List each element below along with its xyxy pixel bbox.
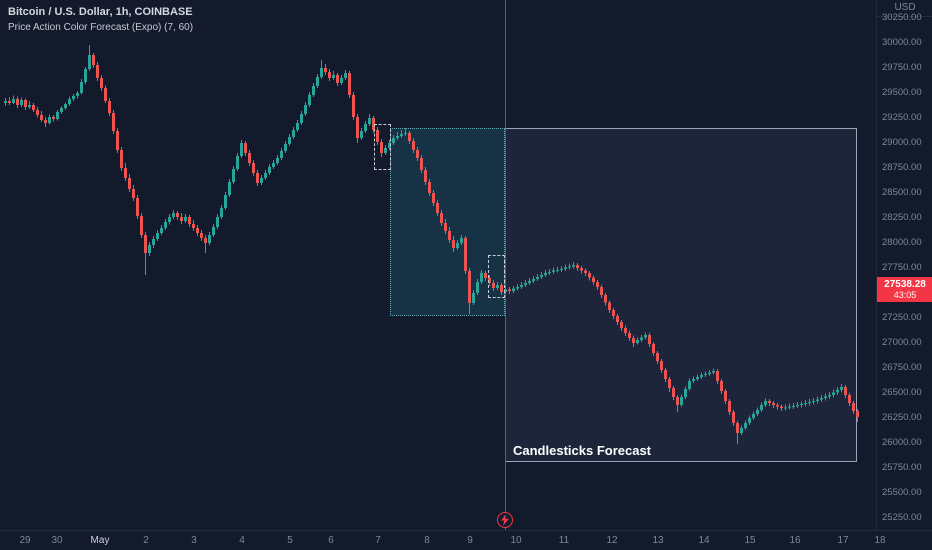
price-tick-label: 25250.00 xyxy=(882,512,922,523)
price-tick-label: 27250.00 xyxy=(882,312,922,323)
time-tick-label: 30 xyxy=(51,535,63,546)
forecast-region-label: Candlesticks Forecast xyxy=(513,443,652,458)
time-tick-label: 11 xyxy=(558,535,570,546)
time-tick-label: 10 xyxy=(510,535,522,546)
price-tick-label: 26000.00 xyxy=(882,437,922,448)
time-tick-label: 9 xyxy=(467,535,473,546)
price-tick-label: 28250.00 xyxy=(882,212,922,223)
price-tick-label: 28500.00 xyxy=(882,187,922,198)
chart-plot-area[interactable]: Candlesticks Forecast Bitcoin / U.S. Dol… xyxy=(0,0,876,530)
pattern-source-region[interactable] xyxy=(390,128,505,316)
bar-countdown: 43:05 xyxy=(893,290,917,301)
time-tick-label: 2 xyxy=(143,535,149,546)
time-tick-label: 16 xyxy=(789,535,801,546)
price-tick-label: 27750.00 xyxy=(882,262,922,273)
lightning-bolt-glyph xyxy=(501,514,509,526)
time-axis[interactable]: 29 30 May 2 3 4 5 6 7 8 9 10 11 12 13 14 15 16 17 18 xyxy=(0,530,932,550)
time-tick-label: 13 xyxy=(652,535,664,546)
price-tick-label: 25750.00 xyxy=(882,462,922,473)
indicator-title[interactable]: Price Action Color Forecast (Expo) (7, 6… xyxy=(8,22,194,33)
time-tick-label: 15 xyxy=(744,535,756,546)
time-tick-label: 14 xyxy=(698,535,710,546)
time-tick-label: 4 xyxy=(239,535,245,546)
time-tick-label: 5 xyxy=(287,535,293,546)
pattern-end-marker[interactable] xyxy=(488,255,505,298)
time-tick-label: 29 xyxy=(19,535,31,546)
time-tick-label: 3 xyxy=(191,535,197,546)
last-price-value: 27538.28 xyxy=(884,279,926,291)
candlestick-series xyxy=(4,45,859,444)
time-tick-label: 7 xyxy=(375,535,381,546)
price-tick-label: 26500.00 xyxy=(882,387,922,398)
time-tick-label: 12 xyxy=(606,535,618,546)
price-tick-label: 30250.00 xyxy=(882,12,922,23)
last-price-badge: 27538.28 43:05 xyxy=(877,277,932,303)
price-tick-label: 29000.00 xyxy=(882,137,922,148)
price-tick-label: 29500.00 xyxy=(882,87,922,98)
price-tick-label: 27000.00 xyxy=(882,337,922,348)
price-tick-label: 28000.00 xyxy=(882,237,922,248)
price-tick-label: 29750.00 xyxy=(882,62,922,73)
time-tick-label: 17 xyxy=(837,535,849,546)
price-tick-label: 30000.00 xyxy=(882,37,922,48)
time-tick-label: 6 xyxy=(328,535,334,546)
time-tick-label: 8 xyxy=(424,535,430,546)
price-tick-label: 25500.00 xyxy=(882,487,922,498)
forecast-divider-line[interactable] xyxy=(505,0,506,530)
time-tick-label: 18 xyxy=(874,535,886,546)
price-axis[interactable]: USD 30250.00 30000.00 29750.00 29500.00 2925… xyxy=(876,0,932,530)
symbol-title[interactable]: Bitcoin / U.S. Dollar, 1h, COINBASE xyxy=(8,6,193,18)
chart-legend: Bitcoin / U.S. Dollar, 1h, COINBASE Pric… xyxy=(8,6,193,33)
pattern-start-marker[interactable] xyxy=(374,124,391,170)
price-tick-label: 26250.00 xyxy=(882,412,922,423)
price-tick-label: 29250.00 xyxy=(882,112,922,123)
price-tick-label: 26750.00 xyxy=(882,362,922,373)
lightning-bolt-icon[interactable] xyxy=(497,512,513,528)
price-tick-label: 28750.00 xyxy=(882,162,922,173)
time-tick-label: May xyxy=(90,535,110,546)
currency-label[interactable]: USD xyxy=(877,0,932,17)
